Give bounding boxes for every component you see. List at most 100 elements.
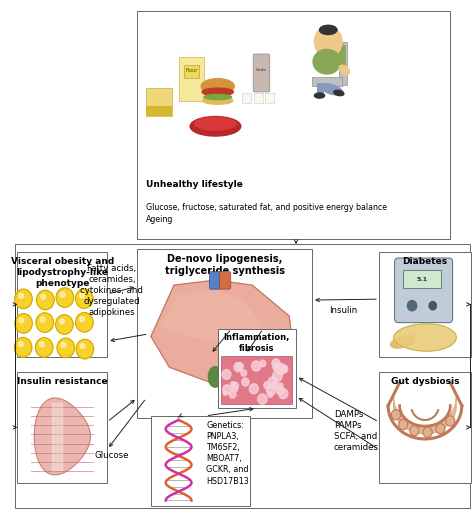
FancyBboxPatch shape: [137, 249, 312, 418]
Text: Flour: Flour: [185, 68, 198, 74]
Text: Insulin resistance: Insulin resistance: [17, 377, 108, 387]
Circle shape: [40, 342, 44, 347]
FancyBboxPatch shape: [339, 42, 347, 85]
Circle shape: [264, 382, 270, 389]
FancyBboxPatch shape: [146, 106, 172, 116]
FancyBboxPatch shape: [312, 77, 342, 86]
Circle shape: [273, 371, 282, 381]
Circle shape: [249, 384, 258, 394]
FancyBboxPatch shape: [18, 372, 107, 483]
FancyBboxPatch shape: [253, 54, 270, 92]
Circle shape: [80, 293, 84, 298]
FancyBboxPatch shape: [210, 272, 220, 289]
Ellipse shape: [203, 97, 233, 104]
Circle shape: [36, 313, 54, 333]
Circle shape: [230, 382, 236, 388]
Circle shape: [237, 363, 243, 370]
Circle shape: [15, 314, 32, 333]
Text: Fatty acids,
ceramides,
cytokines, and
dysregulated
adipokines: Fatty acids, ceramides, cytokines, and d…: [81, 264, 143, 317]
Text: Genetics:
PNPLA3,
TM6SF2,
MBOAT7,
GCKR, and
HSD17B13: Genetics: PNPLA3, TM6SF2, MBOAT7, GCKR, …: [206, 421, 249, 486]
Ellipse shape: [320, 84, 343, 95]
Polygon shape: [393, 397, 456, 434]
Circle shape: [80, 317, 84, 322]
Ellipse shape: [391, 335, 415, 348]
FancyBboxPatch shape: [394, 258, 453, 323]
FancyBboxPatch shape: [18, 252, 107, 357]
FancyBboxPatch shape: [317, 83, 324, 93]
Polygon shape: [151, 280, 294, 393]
Circle shape: [14, 338, 32, 357]
Circle shape: [56, 288, 73, 307]
Ellipse shape: [190, 117, 241, 136]
Circle shape: [18, 342, 23, 347]
Circle shape: [41, 295, 46, 300]
Ellipse shape: [208, 366, 222, 387]
Circle shape: [446, 416, 455, 426]
Circle shape: [266, 385, 275, 395]
FancyBboxPatch shape: [137, 11, 450, 239]
Text: Gut dysbiosis: Gut dysbiosis: [391, 377, 459, 387]
Circle shape: [19, 318, 24, 323]
FancyBboxPatch shape: [379, 252, 471, 357]
Circle shape: [60, 292, 65, 297]
Circle shape: [276, 363, 286, 375]
Circle shape: [268, 392, 273, 397]
Ellipse shape: [339, 65, 350, 75]
FancyBboxPatch shape: [265, 93, 274, 103]
FancyBboxPatch shape: [334, 45, 346, 67]
Circle shape: [241, 370, 246, 376]
Text: Inflammation,
fibrosis: Inflammation, fibrosis: [224, 333, 290, 353]
Circle shape: [19, 293, 23, 299]
Circle shape: [15, 289, 32, 308]
Circle shape: [429, 302, 437, 310]
Circle shape: [423, 427, 432, 437]
FancyBboxPatch shape: [184, 65, 199, 78]
Circle shape: [252, 361, 261, 371]
Circle shape: [260, 360, 266, 366]
Circle shape: [392, 410, 401, 420]
Text: Insulin: Insulin: [329, 306, 357, 315]
FancyBboxPatch shape: [146, 88, 172, 116]
Circle shape: [272, 359, 280, 368]
Text: DAMPs
PAMPs
SCFA, and
ceramides: DAMPs PAMPs SCFA, and ceramides: [334, 410, 379, 452]
Circle shape: [234, 362, 242, 372]
Circle shape: [277, 383, 283, 390]
Circle shape: [75, 289, 93, 308]
FancyBboxPatch shape: [179, 57, 204, 101]
Circle shape: [273, 363, 281, 372]
Circle shape: [80, 343, 85, 348]
Text: Soda: Soda: [256, 68, 267, 72]
Text: Visceral obesity and
lipodystrophy-like
phenotype: Visceral obesity and lipodystrophy-like …: [11, 257, 114, 287]
Text: Glucose: Glucose: [95, 451, 129, 461]
Text: Unhealthy lifestyle: Unhealthy lifestyle: [146, 180, 243, 189]
Circle shape: [61, 342, 66, 347]
Circle shape: [314, 26, 342, 57]
Polygon shape: [160, 290, 262, 342]
Text: Glucose, fructose, saturated fat, and positive energy balance
Ageing: Glucose, fructose, saturated fat, and po…: [146, 203, 387, 224]
FancyBboxPatch shape: [218, 329, 296, 408]
Circle shape: [276, 386, 284, 395]
Circle shape: [60, 319, 64, 324]
Circle shape: [36, 338, 53, 357]
Circle shape: [268, 377, 277, 387]
Circle shape: [55, 315, 73, 334]
Ellipse shape: [334, 90, 344, 96]
Polygon shape: [52, 403, 62, 470]
Circle shape: [36, 290, 54, 310]
Circle shape: [223, 385, 231, 394]
Circle shape: [229, 391, 236, 398]
Ellipse shape: [202, 88, 233, 96]
Text: De-novo lipogenesis,
triglyceride synthesis: De-novo lipogenesis, triglyceride synthe…: [164, 254, 285, 277]
FancyBboxPatch shape: [151, 416, 250, 506]
Circle shape: [40, 317, 45, 322]
Circle shape: [242, 378, 249, 386]
Circle shape: [258, 394, 267, 404]
Circle shape: [76, 339, 94, 359]
Circle shape: [76, 313, 93, 332]
Ellipse shape: [204, 95, 232, 100]
Circle shape: [436, 424, 445, 434]
Text: 5.1: 5.1: [417, 277, 428, 282]
Ellipse shape: [314, 93, 325, 98]
Circle shape: [281, 365, 288, 373]
FancyBboxPatch shape: [242, 93, 251, 103]
